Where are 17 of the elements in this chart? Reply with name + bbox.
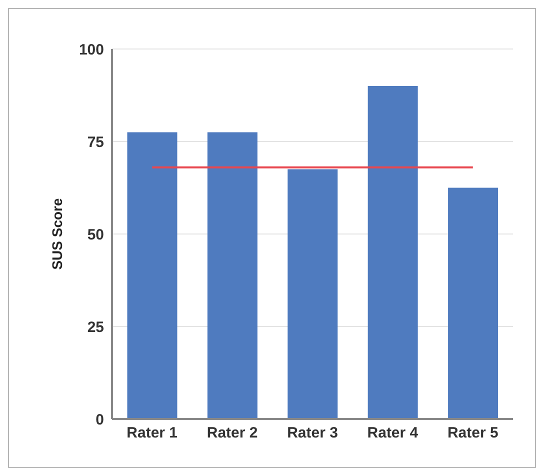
- bar: [288, 169, 338, 419]
- y-tick-label: 100: [78, 41, 104, 58]
- bar: [207, 132, 258, 419]
- y-tick-label: 50: [87, 226, 104, 244]
- bar: [368, 86, 418, 419]
- bar: [127, 132, 178, 419]
- x-tick-label: Rater 5: [447, 424, 498, 442]
- y-axis-title: SUS Score: [48, 198, 65, 270]
- x-tick-label: Rater 3: [287, 424, 338, 442]
- x-tick-label: Rater 2: [206, 424, 258, 442]
- chart-frame: Rater 1 Rater 2 Rater 3 Rater 4 Rater 5 0 25 50 75 100 SUS Score: [8, 8, 536, 468]
- y-tick-label: 0: [96, 411, 104, 428]
- bar: [448, 188, 498, 419]
- x-tick-label: Rater 1: [126, 424, 178, 442]
- y-tick-label: 75: [87, 134, 104, 151]
- x-tick-label: Rater 4: [367, 424, 419, 442]
- y-tick-label: 25: [87, 318, 104, 336]
